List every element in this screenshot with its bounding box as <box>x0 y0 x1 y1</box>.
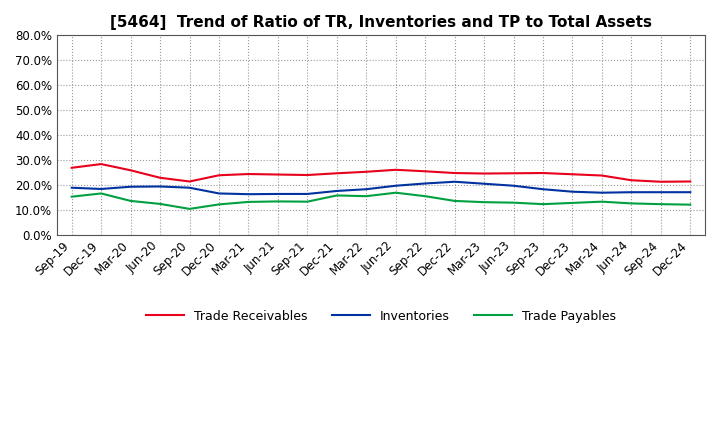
Trade Receivables <box>68 165 76 170</box>
Inventories <box>185 185 194 191</box>
Inventories <box>244 191 253 197</box>
Trade Receivables <box>657 179 665 184</box>
Trade Payables <box>627 201 636 206</box>
Trade Receivables <box>539 170 547 176</box>
Trade Receivables <box>450 170 459 176</box>
Inventories <box>97 186 106 191</box>
Trade Receivables <box>97 161 106 167</box>
Inventories <box>274 191 282 197</box>
Inventories <box>156 184 164 189</box>
Inventories <box>568 189 577 194</box>
Trade Receivables <box>303 172 312 178</box>
Trade Payables <box>686 202 695 207</box>
Trade Receivables <box>274 172 282 177</box>
Inventories <box>539 187 547 192</box>
Trade Receivables <box>215 172 223 178</box>
Trade Receivables <box>333 171 341 176</box>
Inventories <box>686 190 695 195</box>
Inventories <box>303 191 312 197</box>
Trade Payables <box>362 194 371 199</box>
Inventories <box>392 183 400 188</box>
Trade Receivables <box>392 167 400 172</box>
Inventories <box>450 179 459 184</box>
Inventories <box>657 190 665 195</box>
Trade Payables <box>598 199 606 204</box>
Trade Receivables <box>421 169 430 174</box>
Trade Payables <box>421 194 430 199</box>
Trade Payables <box>568 200 577 205</box>
Trade Payables <box>392 190 400 195</box>
Trade Payables <box>509 200 518 205</box>
Trade Receivables <box>686 179 695 184</box>
Trade Receivables <box>598 173 606 178</box>
Trade Receivables <box>568 172 577 177</box>
Trade Payables <box>126 198 135 204</box>
Inventories <box>480 181 488 187</box>
Inventories <box>68 185 76 191</box>
Title: [5464]  Trend of Ratio of TR, Inventories and TP to Total Assets: [5464] Trend of Ratio of TR, Inventories… <box>110 15 652 30</box>
Trade Receivables <box>185 179 194 184</box>
Trade Receivables <box>480 171 488 176</box>
Line: Trade Receivables: Trade Receivables <box>72 164 690 182</box>
Inventories <box>215 191 223 196</box>
Trade Payables <box>156 201 164 206</box>
Trade Receivables <box>627 178 636 183</box>
Trade Payables <box>68 194 76 199</box>
Line: Trade Payables: Trade Payables <box>72 193 690 209</box>
Inventories <box>126 184 135 189</box>
Trade Payables <box>303 199 312 204</box>
Trade Receivables <box>156 175 164 180</box>
Trade Payables <box>97 191 106 196</box>
Trade Payables <box>333 193 341 198</box>
Inventories <box>509 183 518 188</box>
Inventories <box>598 190 606 195</box>
Inventories <box>421 181 430 186</box>
Inventories <box>627 190 636 195</box>
Legend: Trade Receivables, Inventories, Trade Payables: Trade Receivables, Inventories, Trade Pa… <box>141 304 621 327</box>
Trade Payables <box>274 199 282 204</box>
Trade Payables <box>244 199 253 205</box>
Trade Payables <box>657 202 665 207</box>
Trade Payables <box>539 202 547 207</box>
Inventories <box>333 188 341 194</box>
Trade Payables <box>480 199 488 205</box>
Trade Receivables <box>126 168 135 173</box>
Trade Receivables <box>509 171 518 176</box>
Line: Inventories: Inventories <box>72 182 690 194</box>
Trade Receivables <box>362 169 371 174</box>
Trade Payables <box>450 198 459 204</box>
Trade Receivables <box>244 172 253 177</box>
Trade Payables <box>185 206 194 212</box>
Inventories <box>362 187 371 192</box>
Trade Payables <box>215 202 223 207</box>
